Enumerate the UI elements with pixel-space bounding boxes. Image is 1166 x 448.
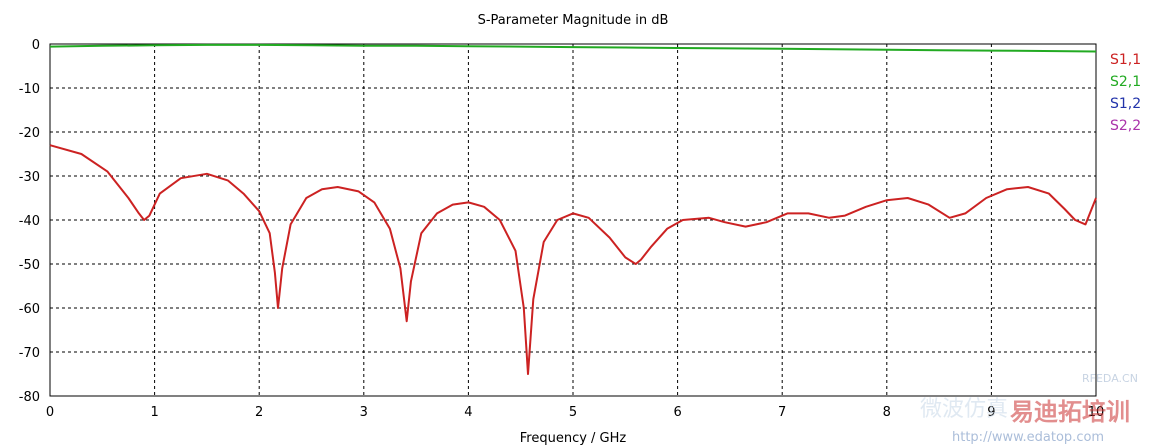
legend-entry: S1,2 xyxy=(1110,96,1141,112)
y-tick-labels: 0 -10 -20 -30 -40 -50 -60 -70 -80 xyxy=(19,38,40,405)
watermark-brand: 易迪拓培训 xyxy=(1010,398,1130,426)
x-tick-label: 5 xyxy=(569,405,577,420)
legend: S1,1 S2,1 S1,2 S2,2 xyxy=(1110,52,1141,134)
chart-title: S-Parameter Magnitude in dB xyxy=(478,13,669,28)
x-tick-label: 8 xyxy=(883,405,891,420)
legend-entry: S2,2 xyxy=(1110,118,1141,134)
x-tick-label: 1 xyxy=(150,405,158,420)
x-tick-label: 3 xyxy=(360,405,368,420)
watermark-cn-faint: 微波仿真 xyxy=(920,397,1008,422)
series-line-S2-1 xyxy=(49,43,1097,53)
x-tick-labels: 0 1 2 3 4 5 6 7 8 9 10 xyxy=(46,405,1104,420)
x-tick-label: 7 xyxy=(778,405,786,420)
y-tick-label: -60 xyxy=(19,302,40,317)
x-tick-label: 6 xyxy=(673,405,681,420)
x-tick-label: 4 xyxy=(464,405,472,420)
x-tick-label: 9 xyxy=(987,405,995,420)
series-lines xyxy=(49,43,1097,375)
x-tick-label: 10 xyxy=(1088,405,1105,420)
x-axis-label: Frequency / GHz xyxy=(520,431,627,446)
x-tick-label: 0 xyxy=(46,405,54,420)
y-tick-label: -50 xyxy=(19,258,40,273)
y-tick-label: 0 xyxy=(32,38,40,53)
y-tick-label: -30 xyxy=(19,170,40,185)
x-tick-label: 2 xyxy=(255,405,263,420)
plot-frame xyxy=(49,43,1097,397)
y-tick-label: -40 xyxy=(19,214,40,229)
watermark-site: RFEDA.CN xyxy=(1082,372,1138,385)
y-tick-label: -20 xyxy=(19,126,40,141)
legend-entry: S2,1 xyxy=(1110,74,1141,90)
watermark: RFEDA.CN 微波仿真 易迪拓培训 http://www.edatop.co… xyxy=(920,372,1138,445)
series-line-S1-1 xyxy=(49,144,1097,375)
y-tick-label: -70 xyxy=(19,346,40,361)
y-tick-label: -80 xyxy=(19,390,40,405)
watermark-url: http://www.edatop.com xyxy=(952,430,1104,445)
y-tick-label: -10 xyxy=(19,82,40,97)
legend-entry: S1,1 xyxy=(1110,52,1141,68)
grid-lines xyxy=(50,44,1096,396)
